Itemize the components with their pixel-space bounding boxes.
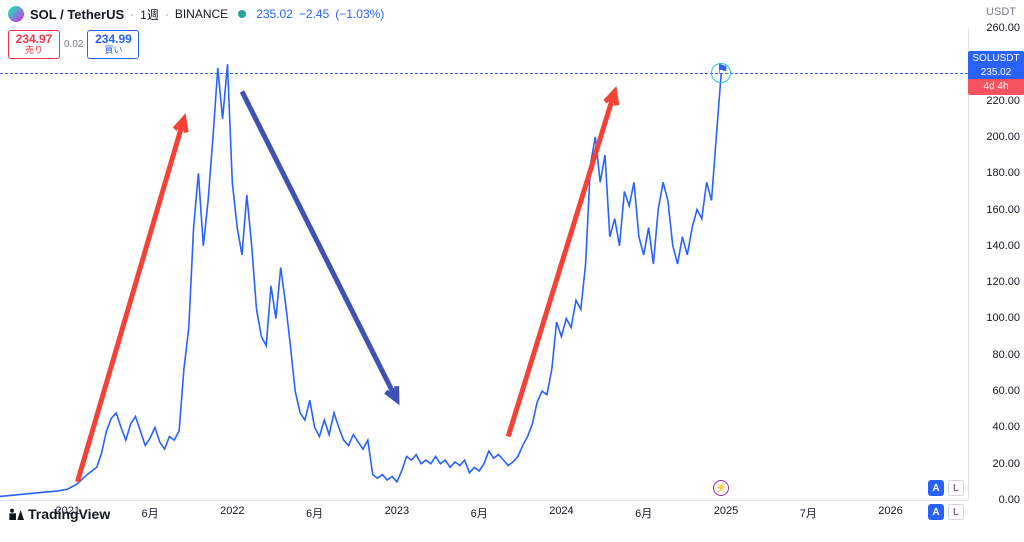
- time-tick: 2023: [385, 505, 409, 517]
- price-axis[interactable]: 0.0020.0040.0060.0080.00100.00120.00140.…: [968, 28, 1024, 500]
- change-pct: (−1.03%): [335, 7, 384, 21]
- time-tick: 7月: [800, 505, 817, 521]
- price-tick: 20.00: [992, 458, 1020, 470]
- log-scale-button[interactable]: L: [948, 480, 964, 496]
- time-tick: 2021: [56, 505, 80, 517]
- separator: ·: [130, 7, 134, 21]
- price-tick: 80.00: [992, 349, 1020, 361]
- symbol-icon: [8, 6, 24, 22]
- price-tick: 100.00: [986, 312, 1020, 324]
- last-price-line: [0, 73, 968, 74]
- chart-header: SOL / TetherUS · 1週 · BINANCE 235.02 −2.…: [0, 0, 1024, 28]
- auto-scale-button[interactable]: A: [928, 504, 944, 520]
- time-axis[interactable]: TradingView 20216月20226月20236月20246月2025…: [0, 500, 968, 542]
- price-tick: 200.00: [986, 131, 1020, 143]
- time-tick: 6月: [306, 505, 323, 521]
- price-tick: 0.00: [999, 494, 1020, 506]
- change-abs: −2.45: [299, 7, 329, 21]
- chart-svg: [0, 28, 968, 500]
- price-tick: 260.00: [986, 22, 1020, 34]
- chart-canvas[interactable]: [0, 28, 968, 500]
- symbol-title[interactable]: SOL / TetherUS: [30, 7, 124, 22]
- price-tick: 160.00: [986, 204, 1020, 216]
- price-tick: 60.00: [992, 385, 1020, 397]
- market-status-dot: [238, 10, 246, 18]
- time-tick: 2024: [549, 505, 573, 517]
- price-tag-countdown: 4d 4h: [968, 79, 1024, 95]
- log-scale-button[interactable]: L: [948, 504, 964, 520]
- exchange-label: BINANCE: [175, 7, 228, 21]
- last-price: 235.02: [256, 7, 293, 21]
- time-tick: 2026: [878, 505, 902, 517]
- flag-icon: ⚑: [716, 61, 729, 78]
- auto-scale-button[interactable]: A: [928, 480, 944, 496]
- price-tick: 180.00: [986, 167, 1020, 179]
- price-tick: 120.00: [986, 276, 1020, 288]
- time-tick: 2022: [220, 505, 244, 517]
- time-tick: 2025: [714, 505, 738, 517]
- price-tick: 140.00: [986, 240, 1020, 252]
- interval-label[interactable]: 1週: [140, 6, 159, 23]
- time-tick: 6月: [471, 505, 488, 521]
- tv-logo-icon: [8, 506, 24, 522]
- currency-button[interactable]: USDT: [986, 6, 1016, 18]
- price-tick: 40.00: [992, 421, 1020, 433]
- price-tick: 220.00: [986, 95, 1020, 107]
- time-tick: 6月: [141, 505, 158, 521]
- separator: ·: [165, 7, 169, 21]
- time-tick: 6月: [635, 505, 652, 521]
